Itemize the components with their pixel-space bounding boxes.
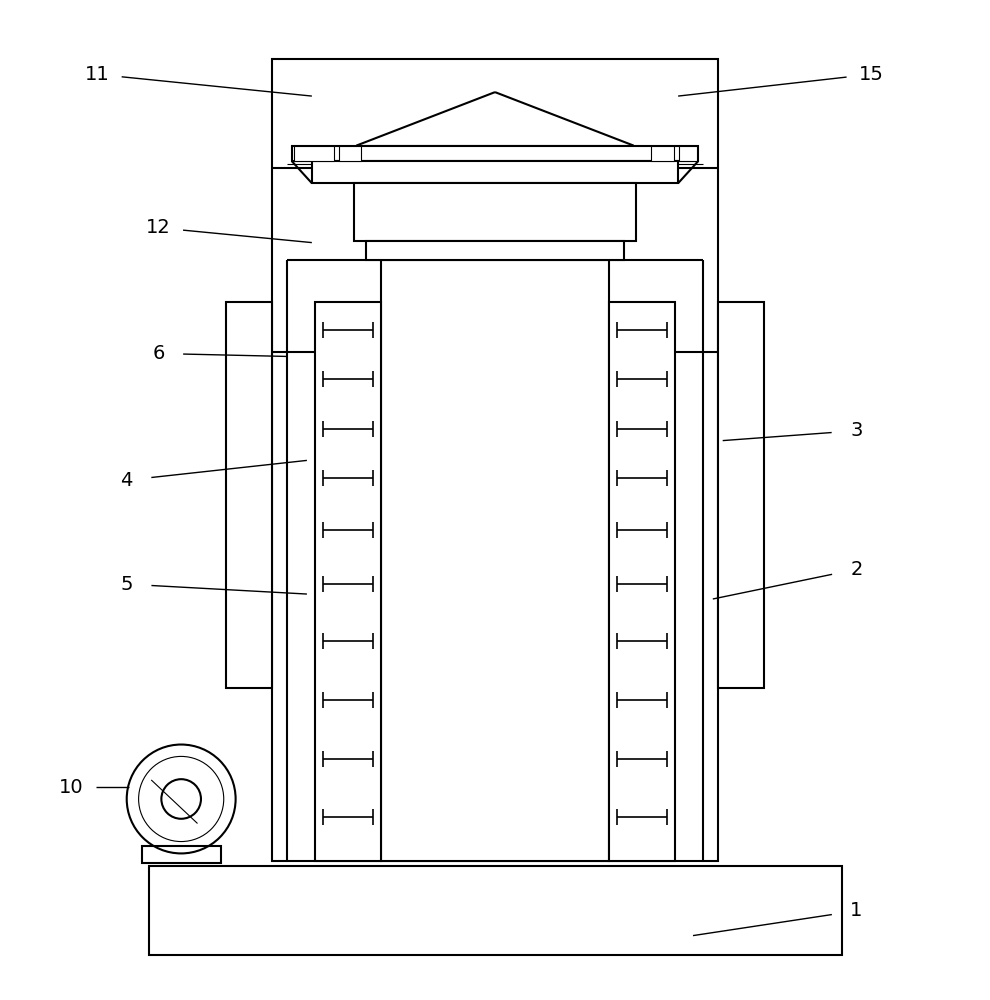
Text: 15: 15 [858,65,884,84]
Text: 1: 1 [850,901,862,920]
Bar [148,866,842,955]
Text: 4: 4 [121,471,133,490]
Bar [718,302,764,688]
Text: 12: 12 [147,218,171,237]
Bar [312,161,678,183]
Text: 5: 5 [121,575,133,594]
Bar [272,59,718,861]
Bar [609,302,675,861]
Bar [381,260,609,861]
Bar [651,146,674,161]
Text: 2: 2 [850,560,862,579]
Text: 3: 3 [850,421,862,440]
Bar [679,146,697,161]
Bar [354,183,636,241]
Bar [339,146,361,161]
Bar [142,846,221,863]
Bar [226,302,272,688]
Text: 11: 11 [85,65,110,84]
Bar [315,302,381,861]
Text: 6: 6 [152,344,164,363]
Text: 10: 10 [59,778,83,797]
Bar [292,146,698,161]
Bar [366,241,624,260]
Bar [294,146,334,161]
